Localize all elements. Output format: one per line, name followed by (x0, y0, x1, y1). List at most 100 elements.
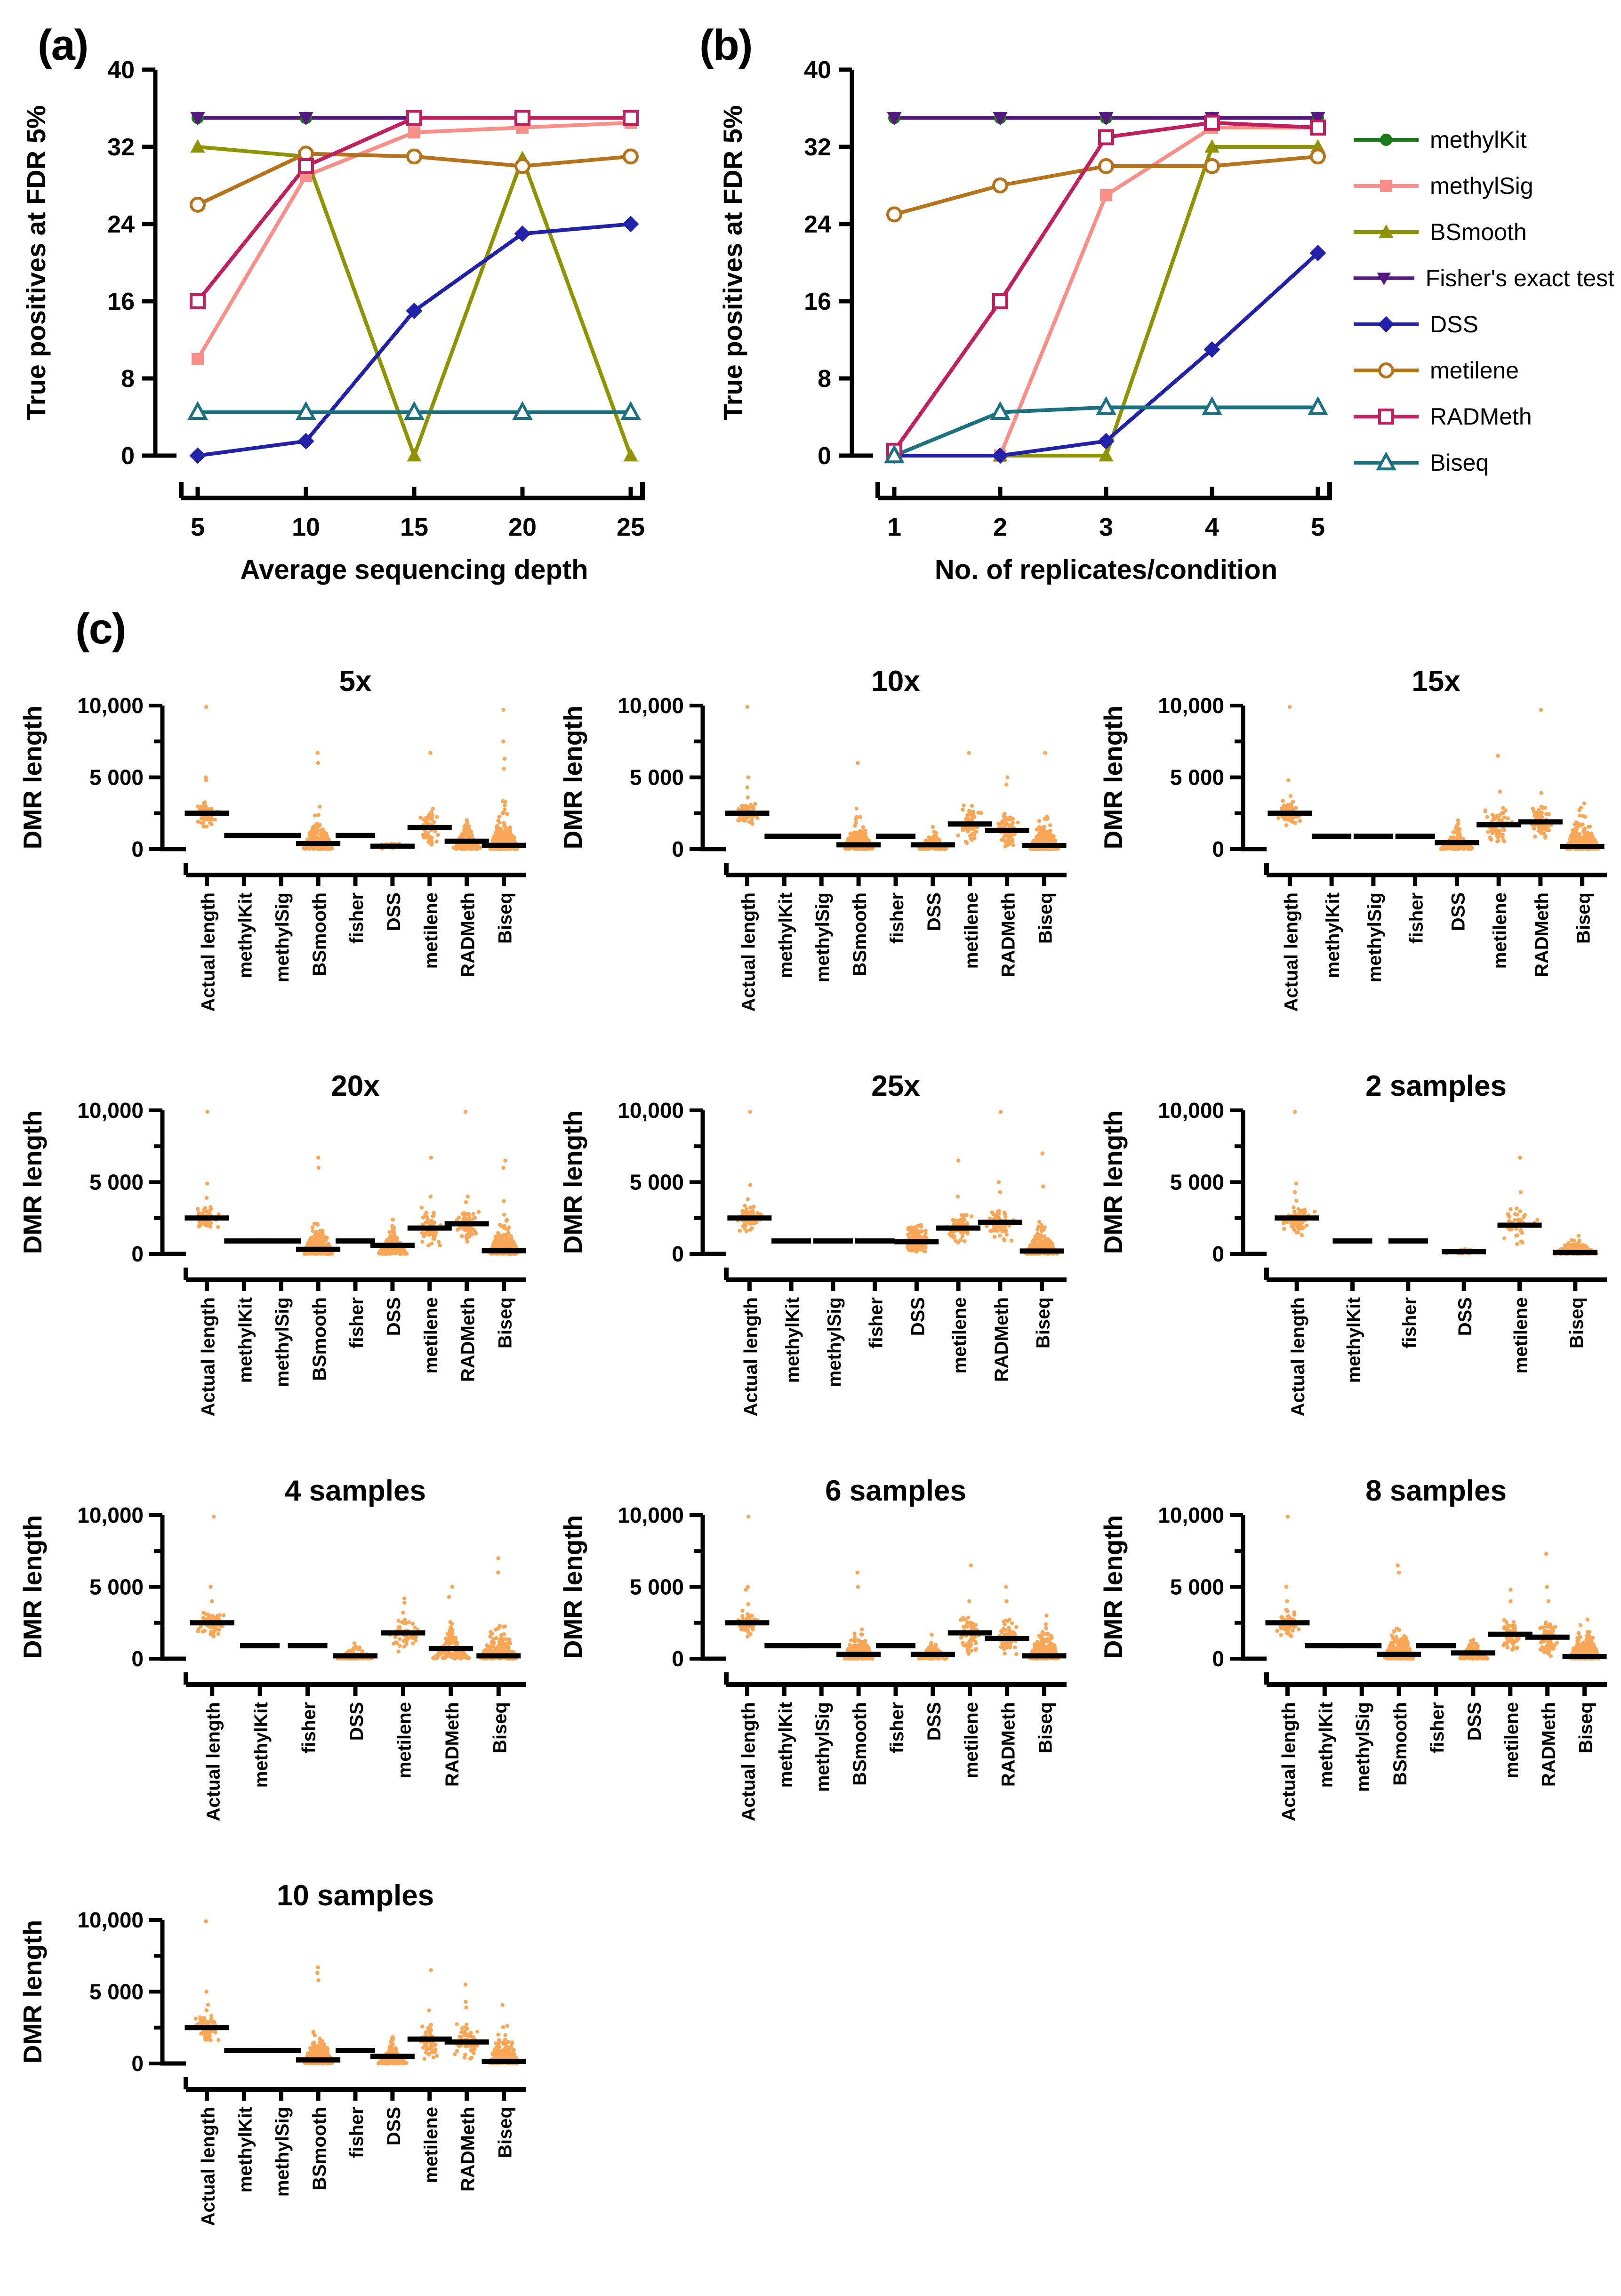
category-label: fisher (346, 1297, 367, 1349)
category-label: methylSig (1353, 1702, 1373, 1792)
category-label: DSS (384, 1297, 404, 1336)
square-marker (1380, 180, 1392, 192)
square-marker (192, 353, 204, 365)
category-label: RADMeth (458, 2107, 479, 2192)
strip-points (195, 705, 520, 851)
circle-marker (1380, 134, 1392, 146)
panel-a-chart: 0 8 16 24 32 40 True positives at FDR 5% 5 10 15 2… (21, 56, 645, 585)
category-label: metilene (1501, 1702, 1522, 1778)
category-label: Actual length (1288, 1297, 1308, 1416)
x-axis (724, 863, 1067, 877)
category-label: Actual length (198, 892, 218, 1012)
panel-a: (a) 0 8 16 24 32 40 True positives at FDR 5% 5 1… (0, 8, 697, 602)
category-label: methylKit (775, 1702, 796, 1788)
strip-chart-cell: 8 samples 0 5 000 10,000 DMR length Actual le… (1081, 1470, 1621, 1875)
median-bar (1435, 840, 1479, 845)
category-label: Biseq (495, 892, 516, 944)
triangle-marker (620, 401, 641, 420)
panel-c-label: (c) (75, 605, 126, 653)
triangle-down-marker (887, 112, 902, 126)
category-label: Biseq (1033, 1297, 1054, 1349)
strip-points (1276, 705, 1600, 851)
strip-chart-10x: 10x 0 5 000 10,000 DMR length Actual length me… (558, 665, 1067, 1012)
category-label: DSS (384, 892, 404, 931)
median-bar (224, 833, 264, 838)
circle-marker (1310, 148, 1326, 165)
category-label: Biseq (490, 1702, 510, 1753)
square-marker (1204, 114, 1220, 131)
x-axis (724, 1672, 1067, 1687)
median-bar (1553, 1250, 1597, 1255)
y-tick-label: 0 (1212, 1646, 1224, 1671)
median-bar (1305, 1643, 1345, 1649)
triangle-marker (1202, 396, 1222, 415)
strip-chart-4-samples: 4 samples 0 5 000 10,000 DMR length Actual le… (18, 1475, 526, 1821)
strip-chart-25x: 25x 0 5 000 10,000 DMR length Actual length me… (558, 1070, 1067, 1416)
median-bar (855, 1238, 895, 1244)
strip-chart-6-samples: 6 samples 0 5 000 10,000 DMR length Actual le… (558, 1475, 1067, 1821)
x-tick-label: 5 (191, 513, 205, 541)
square-marker (623, 110, 639, 126)
x-axis (184, 1672, 526, 1687)
category-label: methylSig (272, 1297, 293, 1387)
category-label: RADMeth (458, 892, 479, 977)
strip-chart-cell: 10x 0 5 000 10,000 DMR length Actual length me… (540, 661, 1081, 1066)
category-label: methylKit (235, 2107, 256, 2192)
y-tick-label: 5 000 (1170, 765, 1224, 790)
square-marker (406, 110, 422, 126)
legend-label: RADMeth (1430, 403, 1532, 430)
triangle-marker (1099, 448, 1114, 462)
legend-marker-icon (1354, 180, 1419, 192)
y-tick-label: 0 (121, 442, 135, 470)
triangle-marker (404, 401, 425, 420)
strip-chart-2-samples: 2 samples 0 5 000 10,000 DMR length Actual le… (1099, 1070, 1607, 1416)
x-axis-title: No. of replicates/condition (935, 554, 1277, 585)
category-label: Actual length (738, 1702, 759, 1821)
square-marker (1098, 129, 1114, 145)
y-axis-title: DMR length (18, 1515, 47, 1659)
legend-item-fisher-s-exact-test: Fisher's exact test (1351, 265, 1614, 292)
category-label: DSS (346, 1702, 367, 1741)
median-bar (1560, 844, 1605, 850)
y-axis (1241, 1515, 1267, 1661)
median-bar (336, 1238, 375, 1244)
legend-item-bsmooth: BSmooth (1351, 218, 1614, 246)
y-tick-label: 10,000 (77, 693, 144, 718)
strip-chart-cell: 4 samples 0 5 000 10,000 DMR length Actual le… (0, 1470, 540, 1875)
legend-marker-icon (1354, 409, 1419, 425)
triangle-down-marker (993, 112, 1008, 126)
circle-marker (886, 206, 902, 223)
y-tick-label: 0 (1212, 1242, 1224, 1266)
median-bar (1265, 1620, 1310, 1626)
category-label: RADMeth (991, 1297, 1012, 1382)
legend-marker-icon (1354, 451, 1419, 471)
strip-points (1281, 1109, 1598, 1256)
category-label: metilene (961, 1702, 982, 1778)
square-marker (1100, 189, 1112, 201)
median-bar (836, 1652, 881, 1657)
median-bar (444, 838, 489, 844)
median-bar (407, 825, 452, 830)
median-bar (444, 1221, 489, 1227)
triangle-marker (407, 448, 422, 462)
panel-a-label: (a) (38, 21, 88, 69)
y-tick-label: 5 000 (630, 1575, 684, 1599)
category-label: BSmooth (309, 1297, 330, 1381)
x-axis (184, 1268, 526, 1282)
x-axis (1264, 1672, 1607, 1687)
x-tick-label: 25 (617, 513, 645, 541)
y-axis-title: DMR length (18, 1920, 47, 2064)
y-axis-title: DMR length (18, 706, 47, 850)
median-bar (725, 1620, 770, 1626)
category-label: metilene (1511, 1297, 1532, 1373)
category-label: metilene (949, 1297, 970, 1373)
median-bar (876, 1643, 915, 1649)
y-axis-title: True positives at FDR 5% (718, 105, 747, 420)
strip-title: 20x (331, 1070, 380, 1102)
circle-marker (406, 148, 422, 165)
category-label: DSS (907, 1297, 928, 1336)
median-bar (836, 842, 881, 848)
strip-chart-15x: 15x 0 5 000 10,000 DMR length Actual length me… (1099, 665, 1607, 1012)
median-bar (985, 827, 1029, 833)
